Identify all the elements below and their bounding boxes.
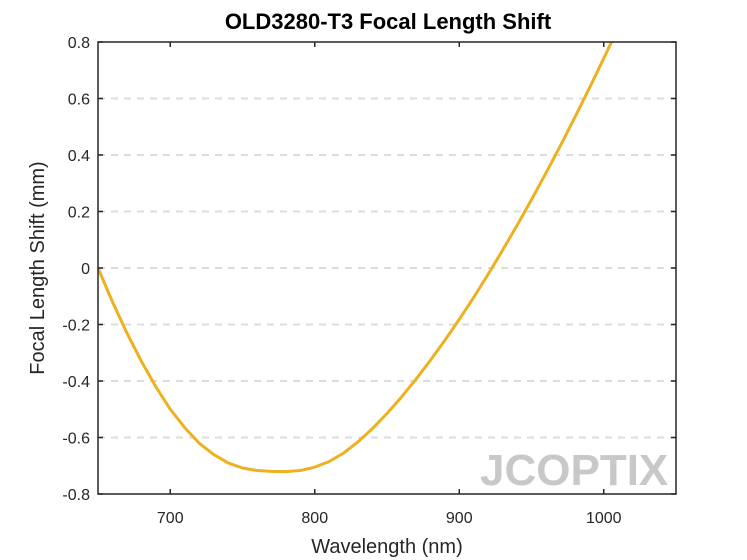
y-tick-label: 0: [81, 261, 90, 278]
axis-ticks: [98, 41, 676, 495]
y-tick-label: -0.2: [62, 318, 90, 335]
y-tick-label: 0.2: [68, 205, 90, 222]
x-tick-label: 700: [157, 510, 184, 527]
svg-text:JCOPTIX: JCOPTIX: [480, 446, 668, 495]
y-tick-label: 0.8: [68, 35, 90, 52]
y-axis-label: Focal Length Shift (mm): [27, 161, 49, 374]
y-tick-labels: -0.8 -0.6 -0.4 -0.2 0 0.2 0.4 0.6 0.8: [62, 35, 90, 504]
grid-lines: [98, 97, 676, 439]
y-tick-label: -0.8: [62, 487, 90, 504]
x-tick-labels: 700 800 900 1000: [157, 510, 622, 527]
watermark-text: JCOPTIX: [480, 446, 668, 495]
x-tick-label: 900: [446, 510, 473, 527]
chart-title: OLD3280-T3 Focal Length Shift: [225, 9, 552, 34]
y-tick-label: -0.6: [62, 431, 90, 448]
watermark: JCOPTIX: [480, 446, 668, 495]
x-axis-label: Wavelength (nm): [311, 536, 463, 558]
y-tick-label: 0.6: [68, 92, 90, 109]
y-tick-label: -0.4: [62, 374, 90, 391]
x-tick-label: 1000: [586, 510, 622, 527]
series-line: [98, 42, 614, 474]
y-tick-label: 0.4: [68, 148, 90, 165]
x-tick-label: 800: [301, 510, 328, 527]
